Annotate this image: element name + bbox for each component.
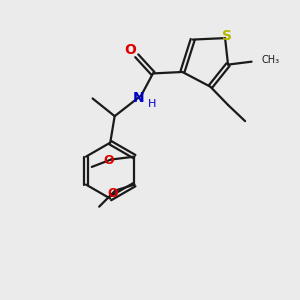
Text: O: O [103, 154, 114, 167]
Text: CH₃: CH₃ [262, 56, 280, 65]
Text: N: N [133, 91, 145, 105]
Text: O: O [124, 44, 136, 58]
Text: H: H [148, 99, 157, 110]
Text: O: O [108, 187, 118, 200]
Text: S: S [222, 29, 232, 43]
